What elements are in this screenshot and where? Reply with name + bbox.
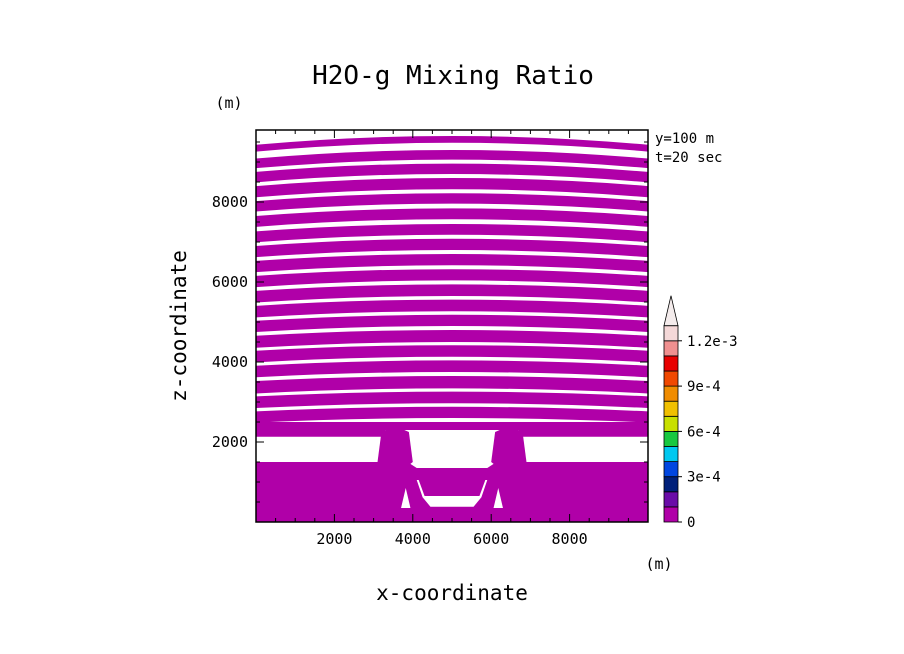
- x-tick-label: 4000: [395, 530, 431, 548]
- contour-band: [256, 254, 648, 273]
- contour-band: [256, 376, 648, 394]
- x-axis-unit: (m): [645, 555, 672, 573]
- x-tick-label: 2000: [316, 530, 352, 548]
- contour-band: [256, 391, 648, 409]
- contour-band: [256, 314, 648, 332]
- x-tick-label: 6000: [473, 530, 509, 548]
- bubble-cutout: [385, 430, 519, 468]
- contour-band: [256, 422, 648, 437]
- contour-band: [256, 299, 648, 318]
- contour-band: [256, 360, 648, 378]
- colorbar-cell: [663, 446, 679, 463]
- bubble-notch: [401, 488, 411, 508]
- colorbar-cell: [663, 461, 679, 478]
- colorbar-cell: [663, 506, 679, 523]
- colorbar-cell: [663, 340, 679, 357]
- contour-band: [256, 163, 648, 183]
- colorbar-cell: [663, 491, 679, 508]
- contour-band: [256, 284, 648, 303]
- colorbar-cell: [663, 370, 679, 387]
- y-axis-unit: (m): [215, 94, 242, 112]
- colorbar-cell: [663, 415, 679, 432]
- contour-band: [256, 193, 648, 212]
- y-axis-title: z-coordinate: [167, 250, 191, 402]
- contour-band: [256, 136, 648, 152]
- colorbar-tick-label: 0: [687, 515, 695, 531]
- time-label: t=20 sec: [655, 150, 722, 166]
- colorbar-cell: [663, 385, 679, 402]
- colorbar-cell: [663, 430, 679, 447]
- contour-band: [256, 178, 648, 198]
- contour-fill-group: [256, 136, 648, 522]
- colorbar-cell: [663, 325, 679, 342]
- y-tick-label: 4000: [212, 353, 248, 371]
- contour-band: [256, 406, 648, 423]
- x-axis-title: x-coordinate: [376, 581, 528, 605]
- contour-band: [256, 238, 648, 258]
- colorbar-extend-arrow: [663, 295, 679, 327]
- contour-band: [256, 330, 648, 348]
- contour-band: [256, 208, 648, 227]
- contour-band: [256, 345, 648, 363]
- slice-position-label: y=100 m: [655, 131, 714, 147]
- chart-title: H2O-g Mixing Ratio: [312, 61, 594, 91]
- y-tick-label: 8000: [212, 193, 248, 211]
- colorbar-cell: [663, 355, 679, 372]
- x-tick-label: 8000: [552, 530, 588, 548]
- bubble-edge-lobe: [491, 426, 527, 476]
- colorbar-cell: [663, 476, 679, 493]
- colorbar-tick-label: 1.2e-3: [687, 334, 738, 350]
- colorbar-cell: [663, 400, 679, 417]
- bubble-notch: [493, 488, 503, 508]
- bubble-inner-band: [418, 480, 486, 496]
- colorbar-tick-label: 3e-4: [687, 470, 721, 486]
- contour-band: [256, 269, 648, 288]
- contour-band: [256, 150, 648, 169]
- colorbar-tick-label: 6e-4: [687, 424, 721, 440]
- y-tick-label: 6000: [212, 273, 248, 291]
- colorbar: 0 3e-4 6e-4 9e-4 1.2e-3: [663, 295, 738, 531]
- colorbar-tick-label: 9e-4: [687, 379, 721, 395]
- contour-band: [256, 224, 648, 243]
- bubble-edge-lobe: [377, 426, 413, 476]
- plot-area: 2000 4000 6000 8000 2000 4000 6000 8000: [212, 129, 649, 548]
- y-tick-label: 2000: [212, 433, 248, 451]
